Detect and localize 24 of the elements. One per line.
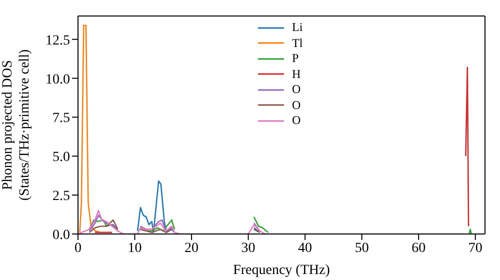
y-tick-label: 10.0: [46, 72, 70, 88]
x-tick-label: 50: [354, 240, 369, 256]
x-tick-label: 40: [298, 240, 312, 256]
x-tick-label: 30: [241, 240, 256, 256]
legend-label: Li: [292, 20, 303, 36]
x-tick-label: 70: [468, 240, 482, 256]
legend-label: Tl: [292, 36, 303, 51]
legend-label: O: [292, 98, 301, 113]
y-tick-label: 7.5: [52, 111, 70, 126]
y-axis-title: Phonon projected DOS (States/THz·primitive cell): [0, 49, 32, 201]
legend-label: O: [292, 82, 301, 98]
y-tick-label: 2.5: [52, 189, 70, 204]
x-tick-label: 0: [74, 240, 82, 256]
legend-label: P: [292, 51, 299, 66]
legend-label: O: [292, 113, 301, 128]
y-tick-label: 0.0: [52, 228, 70, 243]
x-axis-title: Frequency (THz): [233, 263, 330, 278]
y-tick-label: 12.5: [46, 33, 70, 48]
x-tick-label: 10: [128, 240, 142, 256]
legend-label: H: [292, 66, 301, 82]
x-tick-label: 60: [412, 240, 426, 256]
x-tick-label: 20: [184, 240, 199, 256]
line-series: [79, 24, 102, 234]
y-tick-label: 5.0: [52, 150, 70, 166]
